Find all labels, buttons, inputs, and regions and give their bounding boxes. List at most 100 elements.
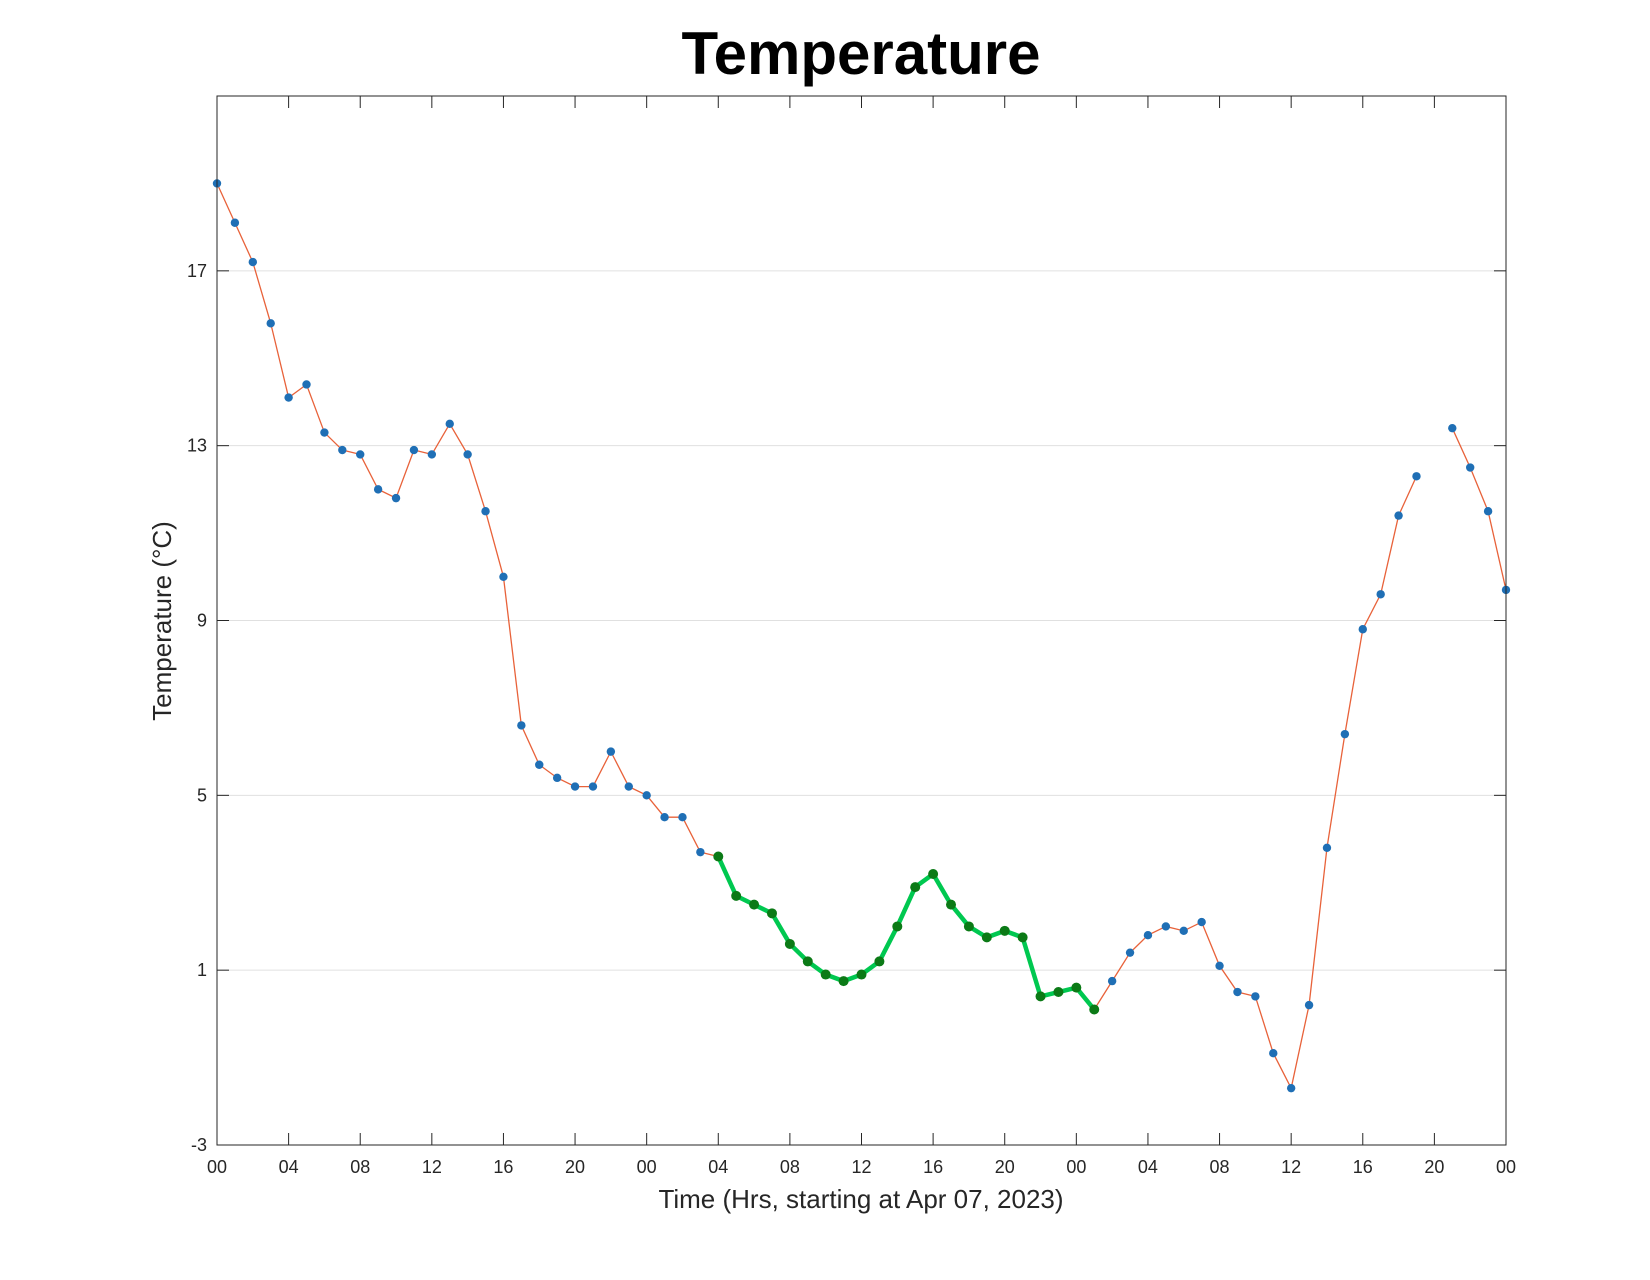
- x-tick-label: 16: [1353, 1157, 1373, 1177]
- highlight-line: [716, 855, 1096, 1011]
- highlight-data-point: [946, 899, 957, 910]
- x-tick-label: 20: [1424, 1157, 1444, 1177]
- data-point: [409, 445, 419, 455]
- data-point: [248, 257, 258, 267]
- data-point: [1412, 472, 1421, 481]
- data-point: [1161, 922, 1171, 931]
- series-line: [216, 183, 1418, 1091]
- x-tick-label: 12: [422, 1157, 442, 1177]
- data-point: [552, 773, 562, 783]
- highlight-data-point: [910, 882, 921, 893]
- data-point: [1376, 590, 1385, 599]
- highlight-line-layer: [716, 855, 1096, 1011]
- data-point: [660, 812, 669, 822]
- x-tick-label: 16: [923, 1157, 943, 1177]
- data-point: [1448, 423, 1457, 433]
- highlight-data-point: [749, 899, 760, 910]
- highlight-data-point: [731, 890, 742, 901]
- data-point: [1394, 511, 1403, 520]
- data-point: [1107, 976, 1117, 986]
- x-tick-label: 04: [708, 1157, 728, 1177]
- data-point: [463, 450, 472, 459]
- highlight-data-point: [713, 851, 724, 862]
- x-tick-label: 12: [851, 1157, 871, 1177]
- data-point: [1233, 987, 1242, 997]
- data-point: [1251, 992, 1260, 1001]
- tick-label-layer: -3 1 5 9 13 17 00 04 08 12 16 20 00 04 08 12 16 20 00 04 08 1…: [187, 261, 1516, 1177]
- data-point: [696, 847, 705, 857]
- x-tick-label: 00: [1066, 1157, 1086, 1177]
- series-line-layer: [216, 183, 1507, 1091]
- data-point: [481, 507, 490, 516]
- data-point: [356, 450, 365, 459]
- data-point: [1143, 931, 1153, 940]
- data-point: [230, 218, 240, 227]
- data-point: [266, 319, 275, 328]
- x-tick-label: 00: [1496, 1157, 1516, 1177]
- data-point: [320, 428, 329, 437]
- data-point: [1358, 625, 1367, 634]
- y-axis-label: Temperature (°C): [147, 521, 177, 721]
- x-tick-label: 04: [1138, 1157, 1158, 1177]
- data-point: [338, 445, 347, 455]
- grid-layer: [217, 270, 1506, 971]
- highlight-data-point: [1035, 991, 1046, 1002]
- data-point: [373, 485, 383, 494]
- highlight-data-point: [1053, 987, 1064, 998]
- x-tick-label: 08: [1210, 1157, 1230, 1177]
- highlight-data-point: [802, 956, 813, 967]
- highlight-data-point: [1089, 1004, 1100, 1015]
- x-tick-label: 00: [207, 1157, 227, 1177]
- highlight-data-point: [856, 969, 867, 980]
- highlight-data-point: [1017, 932, 1028, 943]
- data-point: [302, 380, 311, 389]
- highlight-data-point: [1071, 982, 1082, 993]
- highlight-data-point: [963, 921, 974, 932]
- data-point: [1340, 729, 1350, 739]
- data-point: [624, 782, 633, 791]
- y-tick-label: 9: [197, 611, 207, 631]
- chart-title: Temperature: [681, 20, 1040, 87]
- data-point: [517, 721, 526, 730]
- data-point: [1215, 961, 1224, 970]
- highlight-data-point: [838, 976, 849, 987]
- x-tick-label: 20: [565, 1157, 585, 1177]
- x-tick-label: 08: [350, 1157, 370, 1177]
- highlight-data-point: [892, 921, 903, 932]
- highlight-data-point: [784, 938, 795, 949]
- data-point: [445, 419, 454, 429]
- data-point: [1483, 507, 1493, 516]
- y-tick-label: 17: [187, 261, 207, 281]
- x-tick-label: 08: [780, 1157, 800, 1177]
- data-point: [284, 393, 293, 402]
- x-axis-label: Time (Hrs, starting at Apr 07, 2023): [658, 1184, 1063, 1214]
- y-tick-label: 1: [197, 960, 207, 980]
- tick-layer: [216, 96, 1507, 1146]
- x-tick-label: 04: [279, 1157, 299, 1177]
- data-point: [678, 812, 687, 822]
- data-point: [1465, 463, 1475, 472]
- data-point: [1286, 1083, 1296, 1093]
- y-tick-label: 5: [197, 785, 207, 805]
- highlight-data-point: [999, 925, 1010, 936]
- data-point: [1304, 1000, 1314, 1010]
- data-point: [642, 791, 651, 800]
- highlight-data-point: [766, 908, 777, 919]
- data-point: [570, 782, 580, 791]
- data-point: [1269, 1049, 1278, 1058]
- x-tick-label: 16: [493, 1157, 513, 1177]
- data-point: [1322, 843, 1332, 852]
- data-point: [499, 572, 508, 581]
- highlight-data-point: [928, 869, 939, 880]
- x-tick-label: 00: [637, 1157, 657, 1177]
- x-tick-label: 12: [1281, 1157, 1301, 1177]
- highlight-data-point: [981, 932, 992, 943]
- data-point: [606, 747, 616, 756]
- data-point: [1197, 917, 1206, 927]
- data-point: [391, 493, 401, 503]
- highlight-data-point: [820, 969, 831, 980]
- data-point: [427, 450, 437, 459]
- data-point: [1179, 926, 1188, 936]
